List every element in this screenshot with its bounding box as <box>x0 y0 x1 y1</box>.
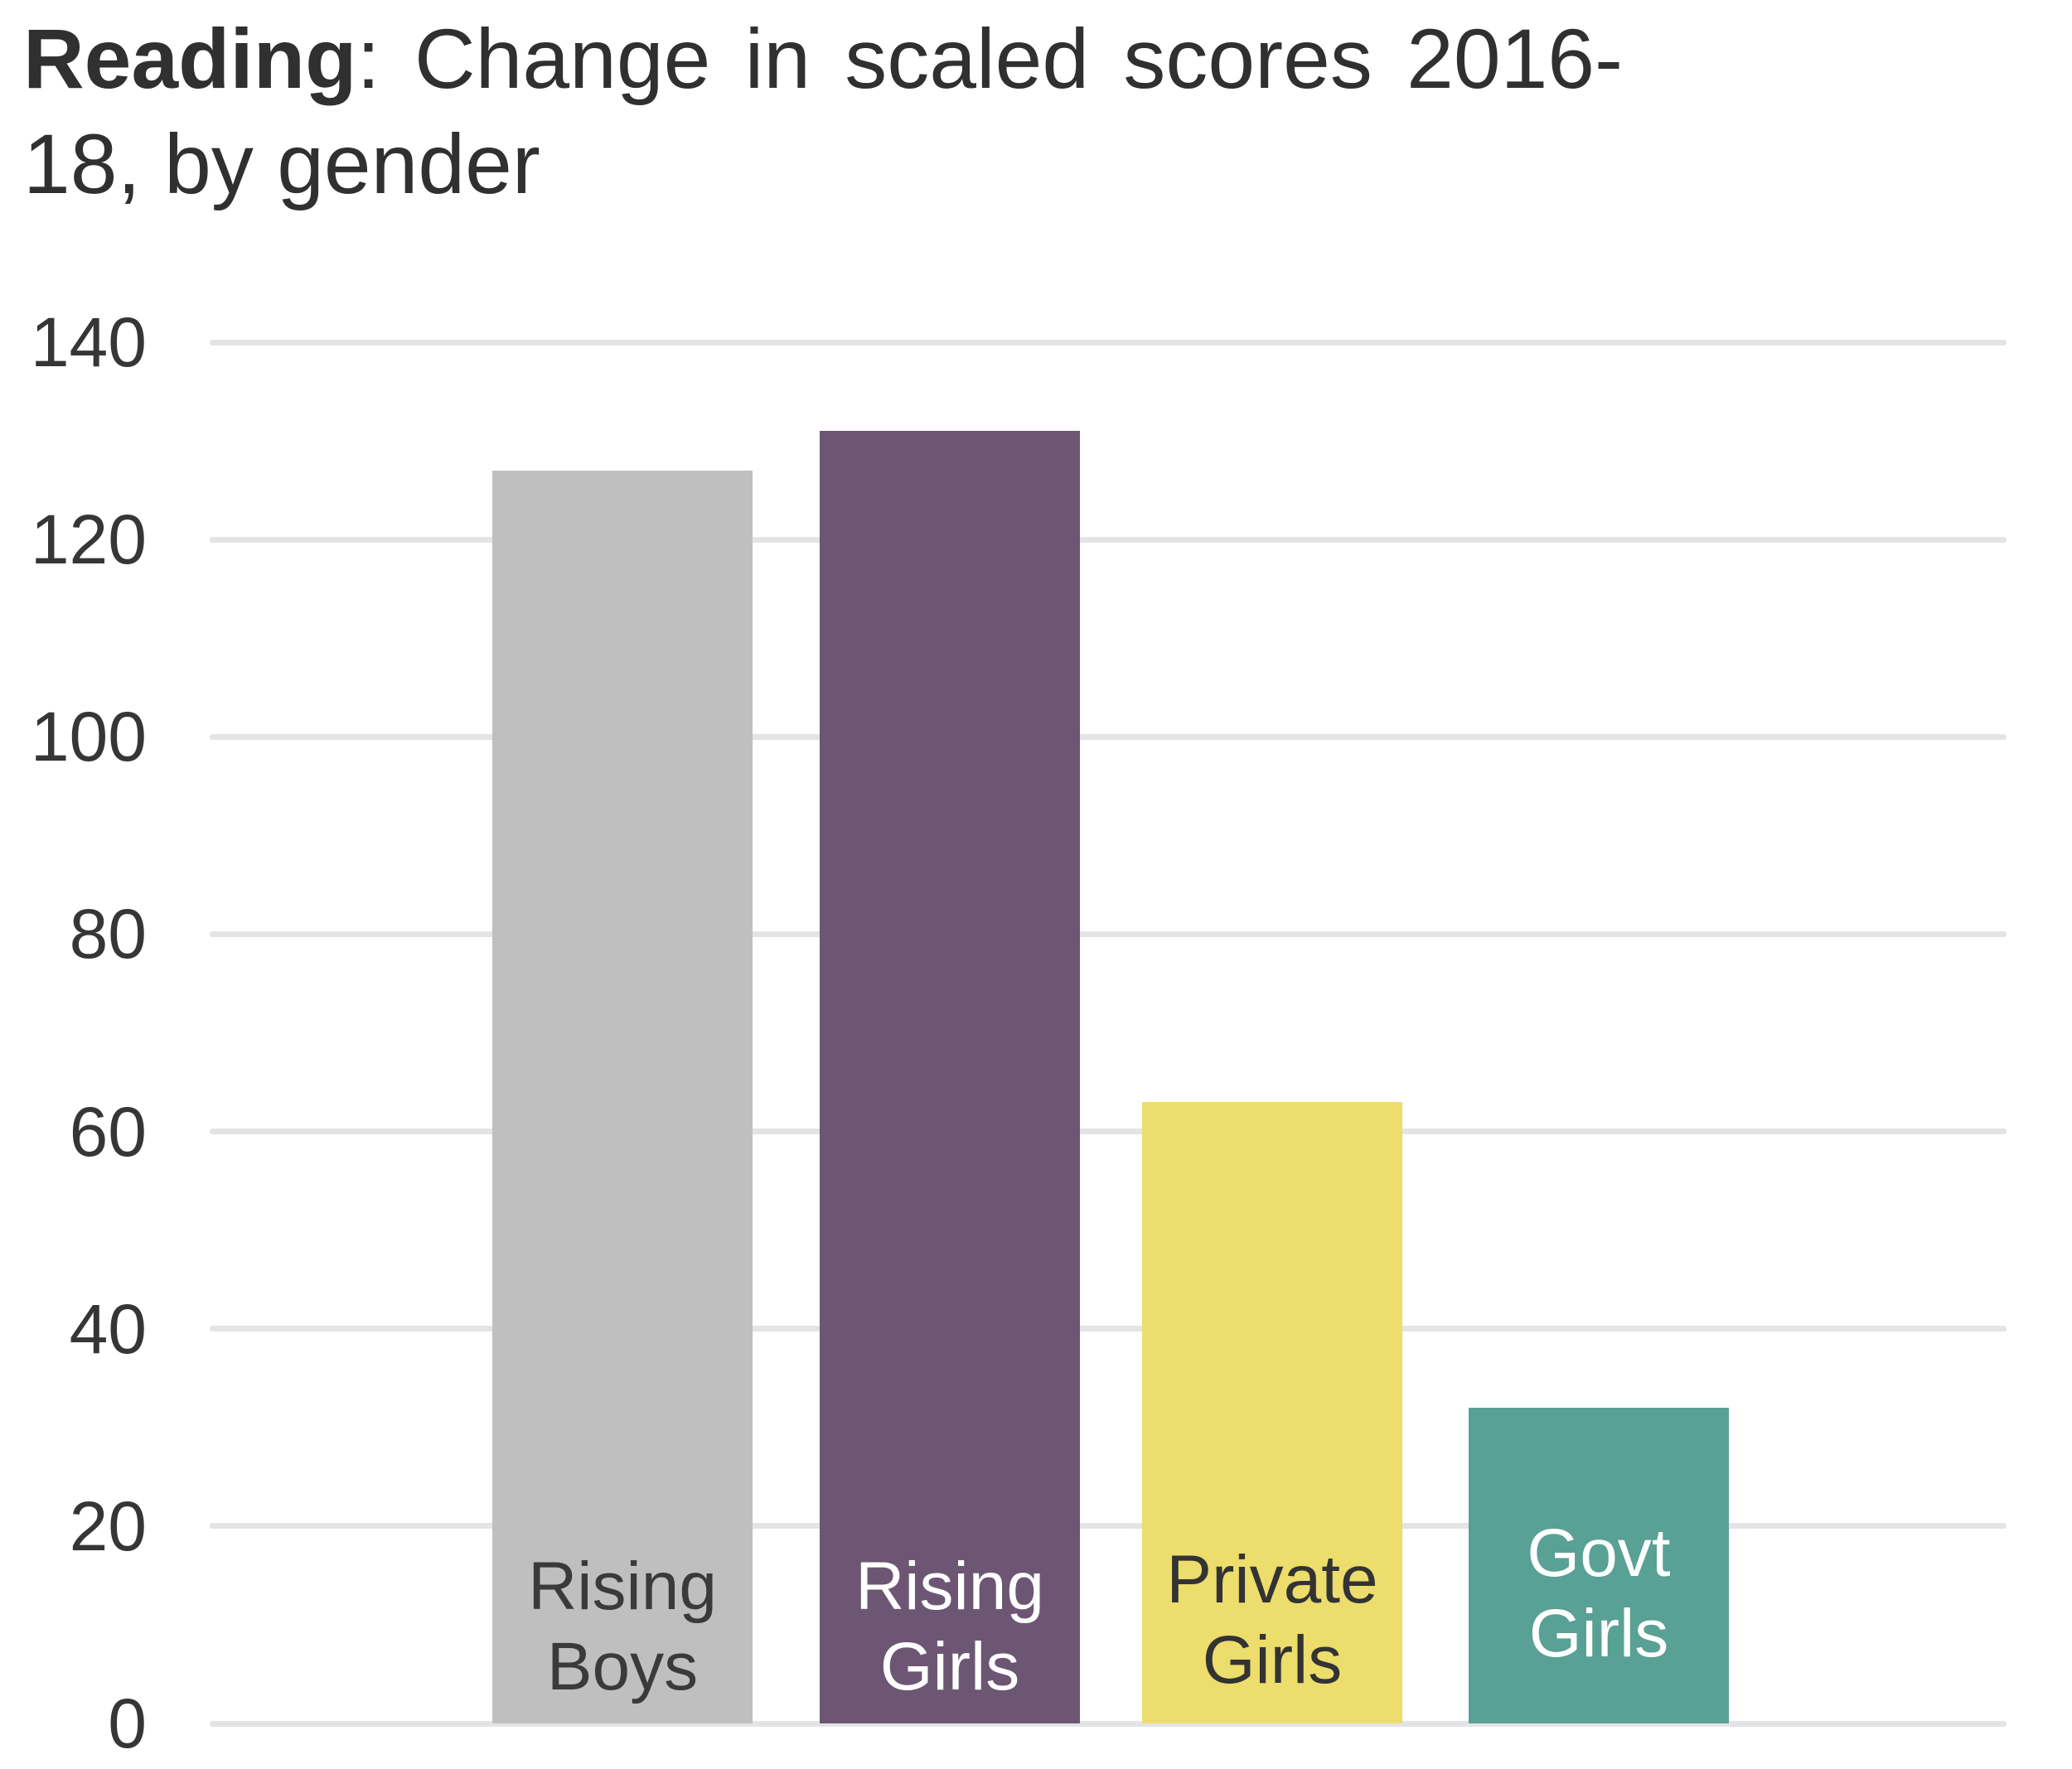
y-gridline-80 <box>210 930 2007 937</box>
y-tick-label-60: 60 <box>69 1092 147 1171</box>
y-gridline-140 <box>210 339 2007 346</box>
chart-title-line1-rest: : Change in scaled scores 2016- <box>356 12 1623 106</box>
y-gridline-40 <box>210 1326 2007 1332</box>
bar-rising-boys <box>492 470 753 1723</box>
y-gridline-100 <box>210 733 2007 740</box>
chart-title: Reading: Change in scaled scores 2016- 1… <box>23 7 1623 217</box>
y-gridline-0 <box>210 1720 2007 1727</box>
chart-title-line2: 18, by gender <box>23 117 540 211</box>
y-tick-label-100: 100 <box>30 698 147 776</box>
bar-label-line: Rising <box>855 1549 1044 1624</box>
bar-label-line: Govt <box>1527 1515 1671 1591</box>
bar-label-line: Rising <box>528 1549 717 1624</box>
y-tick-label-0: 0 <box>108 1684 147 1762</box>
bar-label-private-girls: Private Girls <box>1142 1539 1402 1700</box>
y-gridline-120 <box>210 536 2007 543</box>
bar-rising-girls <box>820 431 1080 1723</box>
bar-label-rising-boys: Rising Boys <box>492 1546 753 1707</box>
y-tick-label-40: 40 <box>69 1289 147 1368</box>
bar-label-line: Girls <box>1528 1596 1669 1671</box>
bar-label-line: Private <box>1166 1542 1378 1617</box>
y-tick-label-80: 80 <box>69 895 147 974</box>
bar-label-rising-girls: Rising Girls <box>820 1546 1080 1707</box>
bar-label-govt-girls: Govt Girls <box>1469 1513 1729 1674</box>
bar-label-line: Boys <box>546 1629 699 1704</box>
y-gridline-60 <box>210 1129 2007 1135</box>
y-gridline-20 <box>210 1523 2007 1530</box>
chart-title-bold-word: Reading <box>23 12 357 106</box>
bar-label-line: Girls <box>879 1629 1020 1704</box>
bar-label-line: Girls <box>1202 1622 1343 1698</box>
y-tick-label-20: 20 <box>69 1486 147 1565</box>
bar-govt-girls <box>1469 1407 1729 1723</box>
y-tick-label-140: 140 <box>30 303 147 381</box>
chart-title-line1: Reading: Change in scaled scores 2016- <box>23 7 1623 112</box>
y-tick-label-120: 120 <box>30 500 147 579</box>
bar-private-girls <box>1142 1101 1402 1723</box>
